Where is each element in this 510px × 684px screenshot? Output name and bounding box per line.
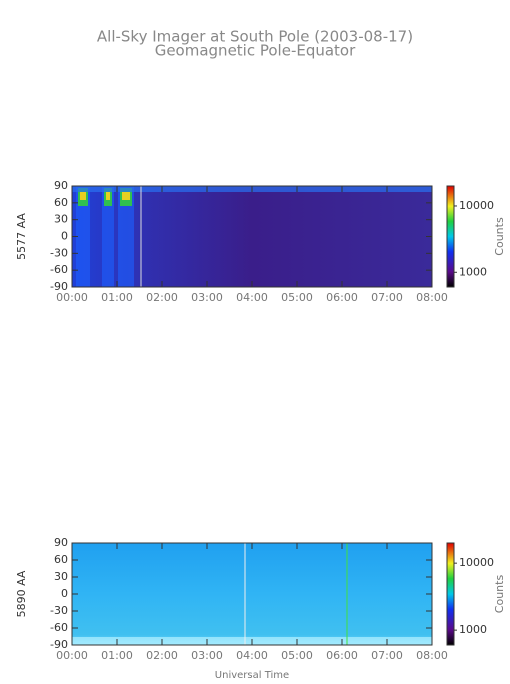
x-tick-label: 07:00 bbox=[371, 649, 403, 662]
y-tick-label: 90 bbox=[54, 536, 68, 549]
y-tick-label: 0 bbox=[61, 230, 68, 243]
y-tick-label: 0 bbox=[61, 587, 68, 600]
x-tick-label: 08:00 bbox=[416, 649, 448, 662]
y-tick-label: -30 bbox=[50, 246, 68, 259]
aurora-peak bbox=[80, 192, 86, 200]
y-tick-label: -90 bbox=[50, 638, 68, 651]
x-tick-label: 05:00 bbox=[281, 649, 313, 662]
colorbar-tick-label: 1000 bbox=[459, 623, 487, 636]
x-tick-label: 00:00 bbox=[56, 291, 88, 304]
colorbar-tick-label: 1000 bbox=[459, 265, 487, 278]
x-tick-label: 03:00 bbox=[191, 649, 223, 662]
y-tick-label: -60 bbox=[50, 263, 68, 276]
x-tick-label: 08:00 bbox=[416, 291, 448, 304]
x-tick-label: 01:00 bbox=[101, 649, 133, 662]
y-tick-label: 30 bbox=[54, 570, 68, 583]
colorbar-tick-label: 10000 bbox=[459, 556, 494, 569]
aurora-peak bbox=[106, 192, 110, 200]
x-tick-label: 06:00 bbox=[326, 649, 358, 662]
x-tick-label: 03:00 bbox=[191, 291, 223, 304]
y-axis-label: 5577 AA bbox=[15, 213, 28, 260]
chart-title: All-Sky Imager at South Pole (2003-08-17… bbox=[97, 28, 413, 46]
colorbar-label: Counts bbox=[493, 575, 506, 614]
x-tick-label: 05:00 bbox=[281, 291, 313, 304]
y-tick-label: 90 bbox=[54, 179, 68, 192]
y-tick-label: -30 bbox=[50, 604, 68, 617]
y-tick-label: 30 bbox=[54, 213, 68, 226]
x-tick-label: 04:00 bbox=[236, 649, 268, 662]
x-tick-label: 02:00 bbox=[146, 649, 178, 662]
y-tick-label: -60 bbox=[50, 621, 68, 634]
x-tick-label: 00:00 bbox=[56, 649, 88, 662]
chart-subtitle: Geomagnetic Pole-Equator bbox=[155, 42, 356, 60]
x-tick-label: 02:00 bbox=[146, 291, 178, 304]
aurora-peak bbox=[122, 192, 130, 200]
y-tick-label: -90 bbox=[50, 280, 68, 293]
x-tick-label: 06:00 bbox=[326, 291, 358, 304]
colorbar bbox=[446, 185, 455, 288]
y-tick-label: 60 bbox=[54, 196, 68, 209]
aurora-band bbox=[118, 186, 134, 287]
colorbar-label: Counts bbox=[493, 217, 506, 256]
x-tick-label: 04:00 bbox=[236, 291, 268, 304]
aurora-band bbox=[102, 186, 114, 287]
colorbar bbox=[446, 542, 455, 646]
x-tick-label: 07:00 bbox=[371, 291, 403, 304]
heatmap-image bbox=[72, 543, 432, 645]
x-tick-label: 01:00 bbox=[101, 291, 133, 304]
y-axis-label: 5890 AA bbox=[15, 570, 28, 617]
colorbar-tick-label: 10000 bbox=[459, 199, 494, 212]
x-axis-label: Universal Time bbox=[215, 670, 289, 680]
aurora-band bbox=[76, 186, 90, 287]
y-tick-label: 60 bbox=[54, 553, 68, 566]
